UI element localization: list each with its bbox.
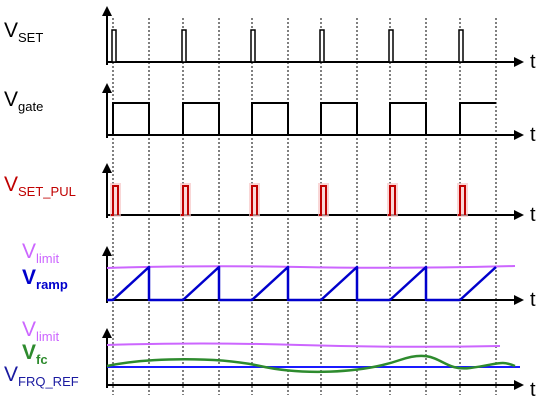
vset-pulse [181, 29, 187, 63]
signal-labels: VSET Vgate VSET_PUL Vlimit Vramp Vlimit … [4, 19, 79, 389]
waveforms [106, 29, 520, 374]
vsetpul-pulse [319, 185, 327, 216]
vset-pulse [319, 29, 325, 63]
label-vramp: Vramp [22, 266, 68, 292]
vsetpul-halo [387, 183, 398, 217]
vset-pulse [250, 29, 256, 63]
vsetpul-pulse [181, 185, 189, 216]
vsetpul-pulse [111, 185, 119, 216]
t-label: t [530, 289, 536, 311]
vlimit-wave [106, 342, 501, 348]
t-label: t [530, 204, 536, 226]
t-label: t [530, 51, 536, 73]
vsetpul-halo [180, 183, 191, 217]
label-vlimit: Vlimit [22, 318, 60, 344]
vgate-wave [107, 102, 496, 136]
vsetpul-pulse [250, 185, 258, 216]
vfc-wave [106, 354, 516, 374]
vsetpul-halo [249, 183, 260, 217]
label-vsetpul: VSET_PUL [4, 173, 76, 199]
t-label: t [530, 379, 536, 401]
label-vgate: Vgate [4, 88, 43, 114]
vramp-wave [107, 265, 497, 302]
vsetpul-halo [110, 183, 121, 217]
t-label: t [530, 124, 536, 146]
vset-pulse [388, 29, 394, 63]
label-vfrqref: VFRQ_REF [4, 363, 79, 389]
vsetpul-pulse [458, 185, 466, 216]
vsetpul-pulse [388, 185, 396, 216]
vsetpul-halo [457, 183, 468, 217]
label-vfc: Vfc [22, 341, 48, 367]
vset-pulse [458, 29, 464, 63]
label-vset: VSET [4, 19, 43, 45]
vsetpul-halo [318, 183, 329, 217]
dotted-guides [112, 18, 497, 395]
vset-pulse [111, 29, 117, 63]
label-vlimit: Vlimit [22, 240, 60, 266]
vlimit-wave [106, 265, 516, 269]
